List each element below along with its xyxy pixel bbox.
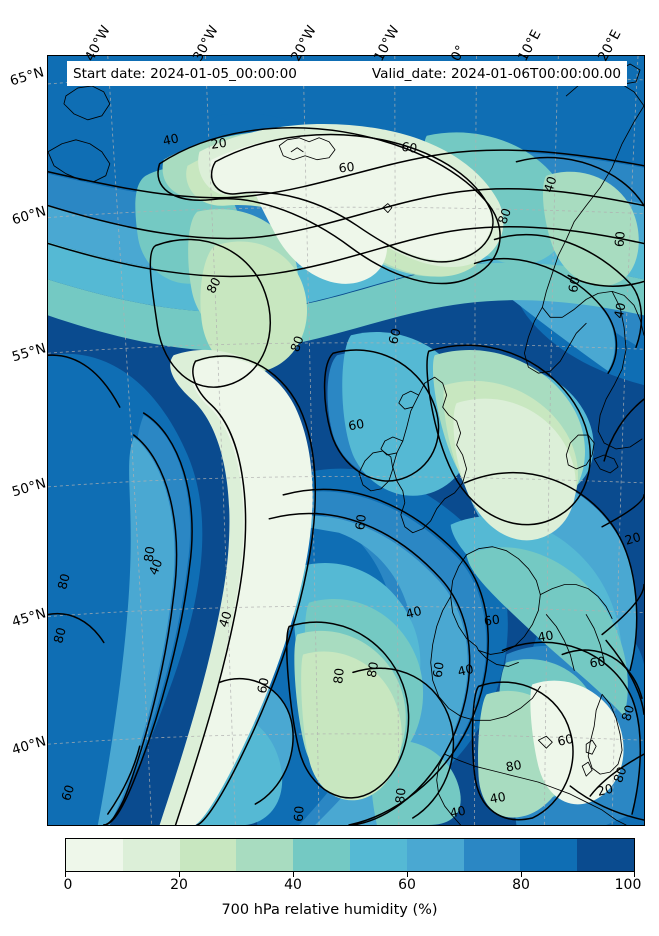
start-date-label: Start date: 2024-01-05_00:00:00 bbox=[73, 65, 297, 82]
contour-label-60: 60 bbox=[565, 275, 583, 293]
contour-label-40: 40 bbox=[456, 661, 475, 679]
valid-date-label: Valid_date: 2024-01-06T00:00:00.00 bbox=[371, 65, 621, 82]
colorbar-swatch-1 bbox=[122, 839, 180, 871]
lat-tick-label-45n: 45°N bbox=[10, 605, 49, 631]
colorbar-swatch-3 bbox=[236, 839, 294, 871]
contour-label-80: 80 bbox=[618, 703, 637, 723]
contour-label-60: 60 bbox=[611, 231, 627, 248]
colorbar-swatch-4 bbox=[293, 839, 350, 871]
contour-label-80: 80 bbox=[330, 667, 347, 684]
contour-label-20: 20 bbox=[623, 529, 642, 548]
contour-label-40: 40 bbox=[146, 557, 166, 577]
contour-label-60: 60 bbox=[483, 612, 501, 629]
colorbar-tick-0 bbox=[65, 872, 66, 877]
contour-label-60: 60 bbox=[430, 661, 447, 679]
contour-label-40: 40 bbox=[611, 301, 629, 320]
contour-label-60: 60 bbox=[385, 326, 404, 345]
contour-label-20: 20 bbox=[210, 135, 228, 152]
contour-label-40: 40 bbox=[161, 130, 180, 148]
colorbar-tick-60 bbox=[407, 872, 408, 877]
contour-label-60: 60 bbox=[589, 653, 607, 670]
contour-label-80: 80 bbox=[203, 275, 224, 296]
colorbar-swatch-9 bbox=[577, 839, 634, 871]
contour-label-20: 20 bbox=[596, 780, 615, 798]
colorbar-tick-80 bbox=[521, 872, 522, 877]
colorbar-tick-label-40: 40 bbox=[284, 877, 302, 893]
contour-label-60: 60 bbox=[556, 731, 575, 749]
contour-label-80: 80 bbox=[54, 572, 73, 591]
contour-label-40: 40 bbox=[448, 803, 467, 821]
contour-label-80: 80 bbox=[287, 334, 307, 354]
contour-label-60: 60 bbox=[347, 416, 365, 434]
contour-label-80: 80 bbox=[141, 545, 158, 563]
lat-tick-label-65n: 65°N bbox=[8, 64, 47, 90]
colorbar-swatch-7 bbox=[463, 839, 521, 871]
contour-label-80: 80 bbox=[50, 626, 69, 645]
lat-tick-label-50n: 50°N bbox=[10, 475, 49, 501]
contour-label-40: 40 bbox=[540, 174, 559, 194]
colorbar-title: 700 hPa relative humidity (%) bbox=[221, 902, 438, 918]
lat-tick-label-60n: 60°N bbox=[10, 203, 49, 229]
contour-label-40: 40 bbox=[216, 609, 235, 629]
lat-tick-label-55n: 55°N bbox=[10, 340, 49, 366]
colorbar-tick-label-80: 80 bbox=[512, 877, 530, 893]
contour-label-60: 60 bbox=[401, 139, 419, 156]
colorbar-tick-label-20: 20 bbox=[170, 877, 188, 893]
date-info-banner: Start date: 2024-01-05_00:00:00 Valid_da… bbox=[67, 61, 627, 86]
colorbar-swatch-6 bbox=[406, 839, 464, 871]
colorbar-swatch-5 bbox=[349, 839, 407, 871]
relative-humidity-field: 40 20 60 60 80 40 60 60 40 80 80 60 60 8… bbox=[48, 56, 644, 825]
contour-label-80: 80 bbox=[494, 206, 514, 226]
colorbar-tick-40 bbox=[293, 872, 294, 877]
lat-tick-label-40n: 40°N bbox=[10, 733, 49, 759]
contour-label-80: 80 bbox=[610, 765, 630, 785]
contour-label-40: 40 bbox=[536, 627, 554, 645]
colorbar-tick-20 bbox=[179, 872, 180, 877]
contour-label-80: 80 bbox=[392, 787, 409, 804]
contour-label-60: 60 bbox=[254, 676, 272, 695]
colorbar-swatch-0 bbox=[66, 839, 123, 871]
colorbar[interactable] bbox=[65, 838, 635, 872]
contour-label-60: 60 bbox=[338, 159, 355, 176]
colorbar-tick-label-100: 100 bbox=[614, 877, 642, 893]
colorbar-tick-label-0: 0 bbox=[63, 877, 73, 893]
colorbar-swatch-8 bbox=[520, 839, 578, 871]
colorbar-swatch-2 bbox=[179, 839, 237, 871]
contour-label-60: 60 bbox=[352, 513, 369, 531]
contour-label-80: 80 bbox=[505, 757, 523, 775]
contour-label-40: 40 bbox=[404, 603, 423, 622]
map-plot-area[interactable]: 40 20 60 60 80 40 60 60 40 80 80 60 60 8… bbox=[47, 55, 645, 826]
colorbar-tick-100 bbox=[634, 872, 635, 877]
contour-label-60: 60 bbox=[58, 783, 77, 803]
contour-label-60: 60 bbox=[291, 805, 307, 822]
contour-label-40: 40 bbox=[489, 789, 507, 807]
colorbar-tick-label-60: 60 bbox=[398, 877, 416, 893]
contour-label-80: 80 bbox=[364, 660, 382, 678]
